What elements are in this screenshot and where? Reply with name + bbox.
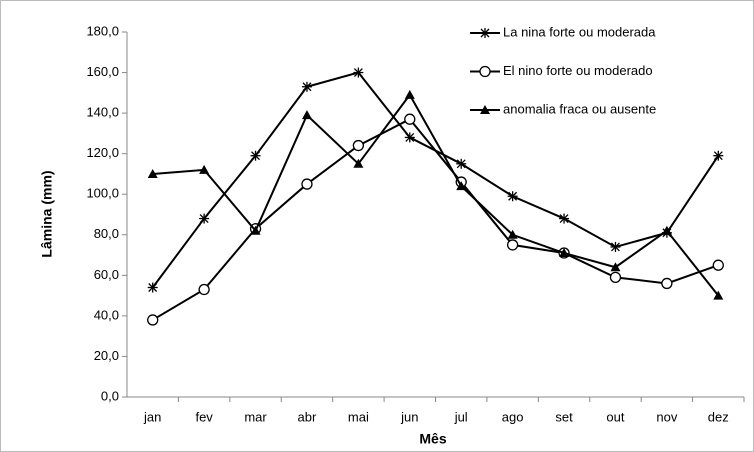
y-tick-label: 160,0	[86, 64, 119, 79]
data-point	[301, 81, 312, 92]
y-tick-label: 40,0	[94, 307, 119, 322]
y-tick-label: 120,0	[86, 145, 119, 160]
x-tick-label: mai	[348, 409, 369, 424]
series-line	[152, 117, 719, 321]
data-point	[352, 139, 365, 152]
data-point	[507, 229, 518, 239]
data-point	[507, 191, 518, 202]
data-point	[353, 158, 364, 168]
x-tick-label: jul	[454, 409, 468, 424]
data-point	[609, 271, 622, 284]
data-point	[199, 164, 210, 174]
data-point	[559, 213, 570, 224]
x-tick-label: set	[555, 409, 573, 424]
data-point	[456, 158, 467, 169]
data-point	[713, 290, 724, 300]
x-tick-label: jan	[143, 409, 161, 424]
x-tick-label: jun	[400, 409, 418, 424]
data-point	[506, 239, 519, 251]
x-tick-label: nov	[656, 409, 677, 424]
data-point	[147, 282, 158, 293]
y-axis-title: Lâmina (mm)	[39, 170, 55, 257]
data-point	[713, 150, 724, 161]
x-tick-label: out	[606, 409, 624, 424]
data-point	[404, 89, 415, 99]
data-point	[610, 262, 621, 272]
series-line	[152, 93, 720, 297]
x-tick-label: abr	[298, 409, 317, 424]
legend-label: La nina forte ou moderada	[503, 24, 656, 39]
x-tick-label: mar	[244, 409, 267, 424]
data-point	[250, 225, 261, 235]
data-point	[559, 248, 570, 258]
y-tick-label: 80,0	[94, 226, 119, 241]
x-tick-label: dez	[708, 409, 729, 424]
data-point	[661, 225, 672, 235]
data-point	[199, 213, 210, 224]
legend-marker	[479, 65, 491, 78]
legend-label: El nino forte ou moderado	[503, 63, 653, 78]
legend-marker	[480, 105, 490, 114]
data-point	[353, 67, 364, 78]
data-point	[301, 110, 312, 120]
y-tick-label: 60,0	[94, 267, 119, 282]
y-tick-label: 0,0	[101, 388, 119, 403]
y-tick-label: 140,0	[86, 105, 119, 120]
x-axis-title: Mês	[419, 431, 446, 447]
data-point	[661, 277, 673, 290]
x-tick-label: fev	[195, 409, 213, 424]
data-point	[301, 178, 313, 190]
legend-marker	[480, 28, 490, 38]
y-tick-label: 20,0	[94, 348, 119, 363]
data-point	[147, 314, 159, 326]
legend-label: anomalia fraca ou ausente	[503, 101, 656, 116]
data-point	[404, 113, 416, 125]
data-point	[198, 283, 210, 296]
data-point	[712, 259, 724, 271]
data-point	[250, 150, 261, 161]
data-point	[610, 241, 621, 252]
data-point	[404, 132, 415, 143]
y-tick-label: 180,0	[86, 23, 119, 38]
data-point	[147, 168, 158, 178]
x-tick-label: ago	[502, 409, 524, 424]
data-point	[456, 181, 467, 191]
y-tick-label: 100,0	[86, 186, 119, 201]
